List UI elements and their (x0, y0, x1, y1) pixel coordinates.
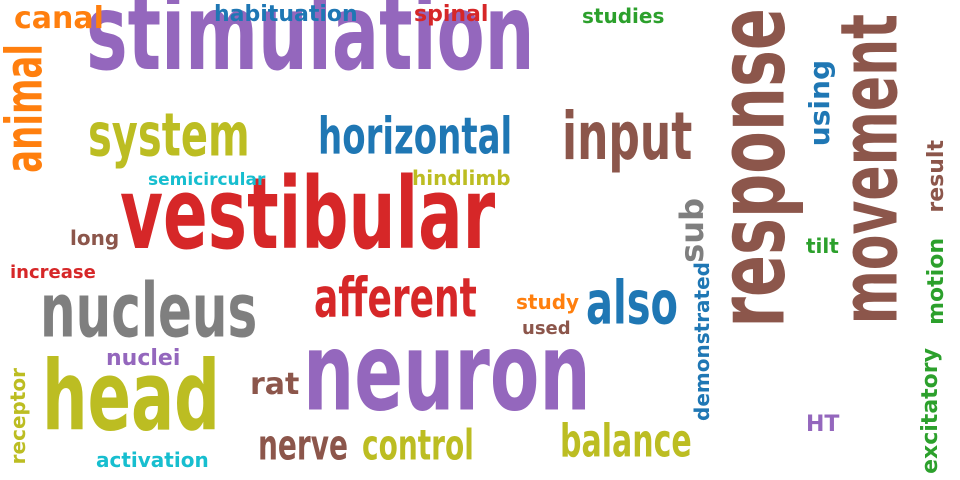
word-vestibular: vestibular (120, 156, 496, 272)
word-movement: movement (826, 14, 916, 325)
word-afferent: afferent (314, 268, 477, 330)
word-long: long (70, 226, 120, 250)
word-input: input (562, 99, 693, 176)
word-result: result (924, 140, 949, 213)
word-nuclei: nuclei (106, 346, 181, 371)
word-increase: increase (10, 262, 96, 283)
word-sub: sub (673, 198, 711, 263)
word-demonstrated: demonstrated (690, 262, 714, 421)
word-animal: animal (0, 44, 55, 173)
word-control: control (362, 420, 474, 470)
word-system: system (88, 101, 250, 171)
word-habituation: habituation (214, 2, 358, 27)
word-hindlimb: hindlimb (412, 166, 511, 190)
word-canal: canal (14, 1, 104, 36)
word-study: study (516, 290, 580, 314)
word-spinal: spinal (414, 2, 489, 27)
word-used: used (522, 318, 571, 339)
word-motion: motion (924, 238, 949, 325)
word-head: head (42, 342, 220, 454)
word-response: response (696, 8, 807, 328)
word-studies: studies (582, 4, 665, 28)
word-stimulation: stimulation (86, 0, 535, 95)
word-also: also (586, 269, 678, 339)
word-activation: activation (96, 448, 209, 472)
word-semicircular: semicircular (148, 170, 266, 190)
word-ht: HT (806, 412, 840, 437)
word-receptor: receptor (6, 368, 30, 465)
word-horizontal: horizontal (318, 107, 513, 167)
word-using: using (803, 60, 836, 147)
word-rat: rat (250, 367, 300, 402)
word-balance: balance (560, 416, 692, 469)
word-excitatory: excitatory (918, 348, 943, 474)
word-nerve: nerve (258, 420, 348, 470)
word-nucleus: nucleus (40, 267, 258, 355)
word-neuron: neuron (303, 309, 591, 435)
word-tilt: tilt (806, 234, 839, 258)
